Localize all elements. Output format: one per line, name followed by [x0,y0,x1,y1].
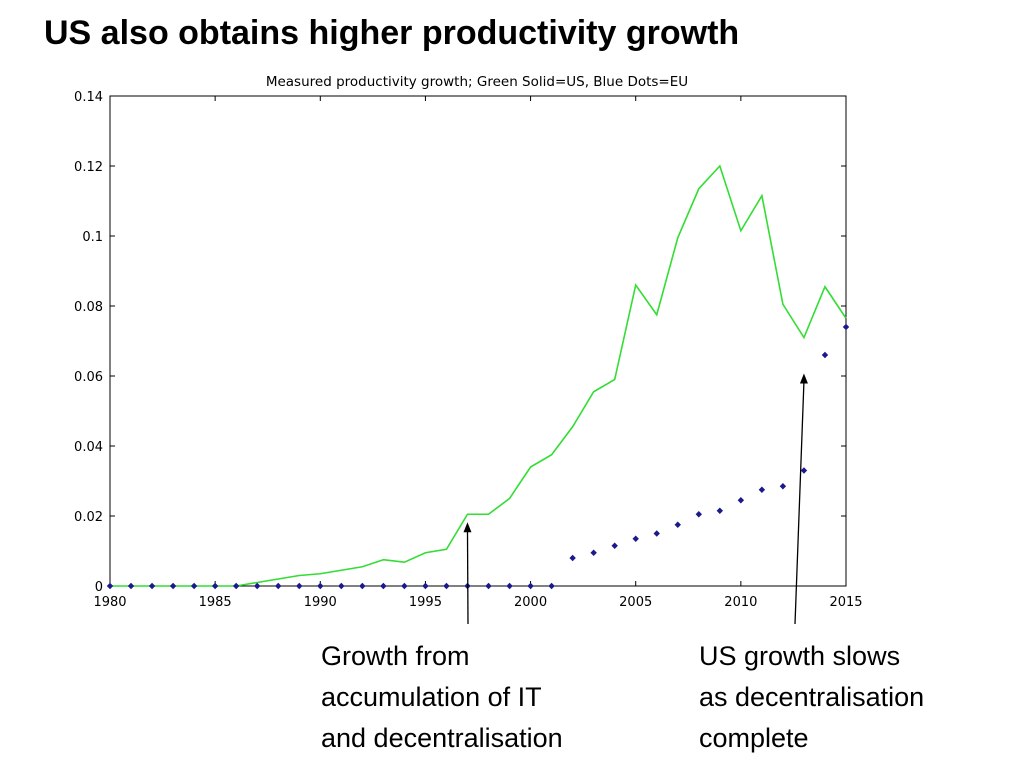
chart-title: Measured productivity growth; Green Soli… [266,74,688,90]
eu-data-point [506,582,513,590]
eu-data-point [821,351,829,359]
eu-data-point [716,507,724,514]
x-tick-label: 1995 [409,595,442,610]
axis-ticks: 1980 1985 1990 1995 2000 2005 2010 2015 0 0.02 0.0… [74,90,863,610]
x-tick-label: 2010 [724,595,757,610]
eu-data-point [106,582,114,590]
y-tick-label: 0.08 [74,300,103,315]
eu-data-point [569,554,576,562]
eu-data-point [695,511,702,518]
eu-data-point [527,582,534,590]
eu-data-point [422,582,429,590]
annotation-line: US growth slows [699,641,901,671]
x-tick-label: 2005 [619,595,652,610]
annotation-line: and decentralisation [321,723,563,753]
eu-data-point [359,582,366,590]
annotation-line: accumulation of IT [321,682,542,712]
us-series-line [110,164,847,587]
plot-frame [109,95,847,587]
x-tick-label: 1980 [93,595,126,610]
eu-data-point [169,582,177,590]
eu-data-point [401,582,408,590]
eu-data-point [842,323,850,331]
annotation-arrow-head [799,373,808,384]
eu-data-point [338,582,345,590]
eu-data-point [211,582,219,590]
eu-data-point [737,497,745,504]
annotation-arrow-shaft [794,381,805,625]
x-tick-label: 2015 [829,595,862,610]
annotation-line: complete [699,723,809,753]
eu-data-point [127,582,135,590]
eu-data-point [548,582,555,590]
eu-data-point [275,582,282,590]
annotation-arrows [463,373,808,625]
eu-data-point [232,582,240,590]
eu-data-point [254,582,261,590]
annotation-us-slows: US growth slows as decentralisation comp… [699,636,924,759]
annotation-arrow-shaft [466,530,469,625]
eu-data-point [779,483,787,490]
series-layer [106,164,850,590]
annotation-line: as decentralisation [699,682,925,712]
annotation-arrow-head [463,522,472,533]
eu-data-point [443,582,450,590]
y-tick-label: 0.02 [74,510,103,525]
eu-data-point [800,467,808,474]
x-tick-label: 1985 [199,595,232,610]
y-tick-label: 0.1 [82,230,103,245]
x-tick-label: 1990 [304,595,337,610]
y-tick-label: 0.14 [74,90,103,105]
eu-data-point [653,530,660,537]
y-tick-label: 0.04 [74,440,103,455]
y-tick-label: 0.12 [74,160,103,175]
annotation-it-growth: Growth from accumulation of IT and decen… [321,636,563,759]
y-tick-label: 0.06 [74,370,103,385]
eu-data-point [758,486,766,493]
annotation-line: Growth from [321,641,470,671]
slide-title: US also obtains higher productivity grow… [44,14,740,52]
eu-data-point [674,521,681,528]
eu-data-point [485,582,492,590]
y-tick-label: 0 [95,580,103,595]
eu-data-point [380,582,387,590]
eu-data-point [611,542,618,549]
eu-data-point [296,582,303,590]
eu-data-point [632,535,639,542]
x-tick-label: 2000 [514,595,547,610]
eu-data-point [590,549,597,556]
eu-data-point [148,582,156,590]
eu-data-point [317,582,324,590]
eu-data-point [190,582,198,590]
